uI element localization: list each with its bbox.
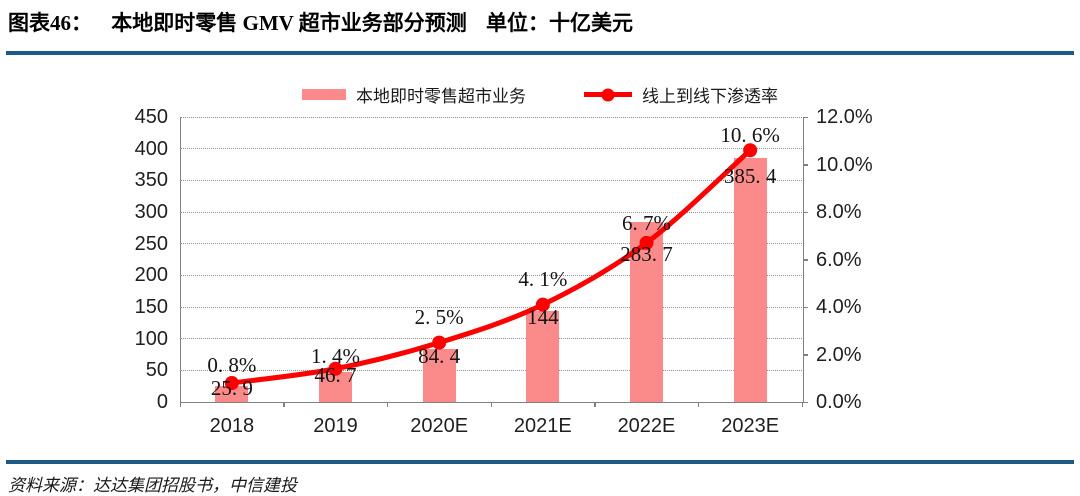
line-marker-icon: [743, 143, 758, 158]
x-axis-tick: [697, 402, 700, 407]
left-axis-tick-label: 450: [134, 106, 168, 128]
grid-line: [180, 243, 802, 245]
legend-item-bar-series: 本地即时零售超市业务: [302, 82, 526, 107]
top-divider-rule: [6, 51, 1074, 55]
x-axis-tick-label: 2020E: [410, 415, 469, 437]
left-axis-tick-label: 200: [134, 264, 168, 287]
right-axis-tick: [803, 259, 808, 261]
bottom-divider-rule: [6, 460, 1074, 464]
line-series-sample: [584, 88, 632, 101]
grid-line: [180, 179, 802, 181]
grid-line: [180, 369, 802, 371]
penetration-line-series: [224, 143, 758, 390]
grid-line: [180, 211, 802, 213]
right-axis-tick-label: 0.0%: [816, 391, 862, 413]
left-axis-tick-label: 150: [134, 296, 168, 318]
line-series-label: 线上到线下渗透率: [642, 87, 778, 106]
x-axis-tick: [594, 402, 596, 407]
figure-unit: 单位：十亿美元: [485, 11, 633, 35]
left-axis-tick-label: 100: [134, 327, 168, 350]
line-path: [229, 147, 753, 386]
right-axis-tick-label: 6.0%: [816, 248, 862, 271]
bar-series-swatch: [302, 89, 346, 100]
x-axis-tick-label: 2022E: [617, 415, 676, 437]
bar: [526, 310, 560, 402]
chart-area: 本地即时零售超市业务 线上到线下渗透率 0 50 100 150 200 250 300 35…: [0, 56, 1080, 456]
left-axis-tick-label: 50: [145, 359, 168, 382]
legend-item-line-series: 线上到线下渗透率: [584, 82, 778, 107]
x-axis-tick: [283, 402, 285, 407]
line-marker-icon: [639, 235, 654, 250]
right-axis-tick: [803, 164, 808, 166]
x-axis-tick-label: 2018: [209, 415, 255, 437]
right-axis-tick: [803, 211, 808, 213]
left-axis-tick-label: 0: [156, 391, 168, 413]
bar: [319, 372, 352, 402]
x-axis-tick: [801, 402, 803, 407]
line-marker-icon: [535, 297, 550, 312]
left-axis-tick-label: 350: [134, 169, 168, 192]
source-note: 资料来源：达达集团招股书，中信建投: [8, 476, 297, 495]
x-axis-tick: [386, 402, 389, 407]
right-axis-tick-label: 12.0%: [816, 106, 873, 128]
right-axis-tick-label: 2.0%: [816, 343, 862, 366]
right-axis-tick: [803, 116, 808, 118]
bar: [733, 157, 767, 402]
grid-line: [180, 306, 802, 308]
x-axis-tick: [179, 402, 181, 407]
x-axis-tick: [490, 402, 492, 407]
line-series-marker-icon: [601, 88, 615, 101]
line-marker-icon: [432, 335, 447, 350]
left-axis-tick-label: 400: [134, 137, 168, 160]
x-axis-tick-label: 2021E: [513, 415, 572, 437]
left-axis-tick-label: 250: [134, 232, 168, 255]
right-axis-tick-label: 4.0%: [816, 296, 862, 318]
right-axis-tick: [803, 401, 808, 403]
line-marker-icon: [328, 361, 343, 376]
grid-line: [180, 148, 802, 150]
right-axis-tick-label: 10.0%: [816, 153, 873, 176]
figure-title: 图表46： 本地即时零售 GMV 超市业务部分预测 单位：十亿美元: [8, 7, 633, 37]
right-axis-tick: [803, 354, 808, 356]
right-axis-tick-label: 8.0%: [816, 201, 862, 223]
right-axis-tick: [803, 306, 808, 308]
chart-legend: 本地即时零售超市业务 线上到线下渗透率: [0, 82, 1080, 107]
bar: [215, 385, 249, 402]
bar-series-label: 本地即时零售超市业务: [356, 87, 526, 106]
line-marker-icon: [224, 376, 239, 390]
left-axis-tick-label: 300: [134, 201, 168, 223]
grid-line: [180, 338, 802, 340]
x-axis-tick-label: 2019: [313, 415, 358, 437]
x-axis-tick-label: 2023E: [721, 415, 780, 437]
figure-label: 图表46：: [8, 11, 92, 35]
grid-line: [180, 116, 802, 118]
bar: [422, 348, 456, 402]
figure-name: 本地即时零售 GMV 超市业务部分预测: [111, 11, 467, 35]
grid-line: [180, 274, 802, 276]
